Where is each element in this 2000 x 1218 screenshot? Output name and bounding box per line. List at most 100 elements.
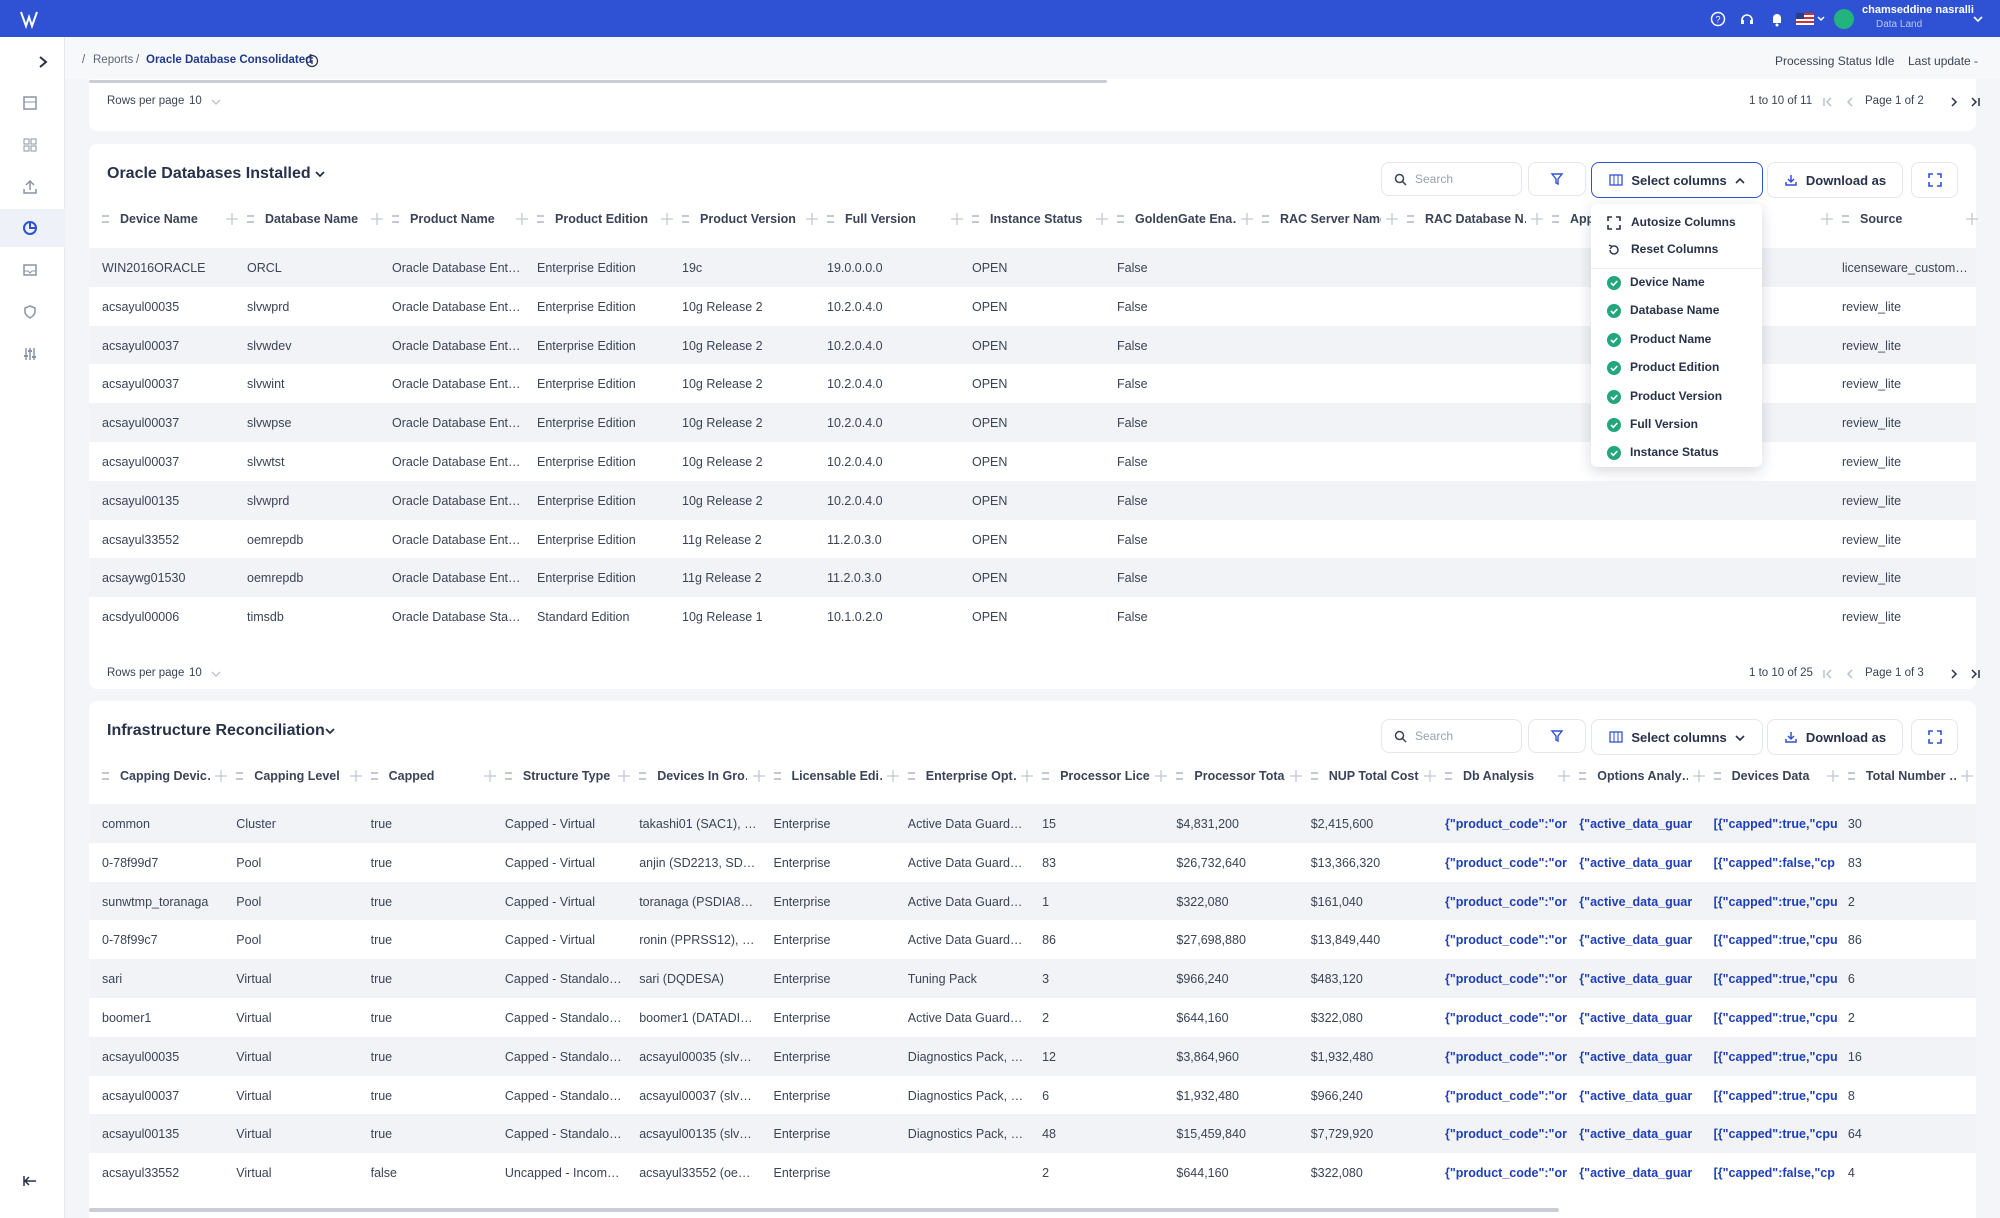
column-resize-handle[interactable] (1820, 212, 1834, 231)
column-checkbox[interactable] (1607, 446, 1621, 465)
column-drag-handle[interactable] (639, 772, 647, 780)
column-drag-handle[interactable] (247, 215, 254, 223)
column-header[interactable]: App (1570, 212, 1595, 226)
table-row[interactable] (89, 959, 1976, 998)
column-header[interactable]: Structure Type (522, 769, 611, 783)
select-columns-button[interactable]: Select columns (1591, 719, 1763, 755)
rows-per-page-dropdown[interactable] (209, 667, 223, 686)
column-resize-handle[interactable] (225, 212, 239, 231)
nav-icon[interactable] (22, 304, 38, 320)
column-resize-handle[interactable] (1240, 212, 1254, 231)
info-icon[interactable] (305, 54, 319, 68)
column-resize-handle[interactable] (1385, 212, 1399, 231)
menu-action[interactable]: Autosize Columns (1631, 215, 1736, 229)
first-page[interactable] (1821, 667, 1835, 686)
column-resize-handle[interactable] (1557, 769, 1571, 788)
column-header[interactable]: Capping Level (254, 769, 340, 783)
column-drag-handle[interactable] (773, 772, 781, 780)
logo[interactable] (18, 8, 40, 30)
column-header[interactable]: RAC Server Name (1280, 212, 1381, 226)
column-resize-handle[interactable] (370, 212, 384, 231)
next-page[interactable] (1947, 95, 1961, 114)
fullscreen-button[interactable] (1911, 719, 1958, 755)
next-page[interactable] (1947, 667, 1961, 686)
column-drag-handle[interactable] (972, 215, 979, 223)
last-page[interactable] (1968, 667, 1982, 686)
column-drag-handle[interactable] (504, 772, 512, 780)
column-header[interactable]: Processor Lice… (1060, 769, 1150, 783)
column-header[interactable]: RAC Database N… (1425, 212, 1526, 226)
table-row[interactable] (89, 597, 1976, 636)
download-button[interactable]: Download as (1767, 162, 1903, 198)
column-drag-handle[interactable] (907, 772, 915, 780)
column-drag-handle[interactable] (1310, 772, 1318, 780)
column-resize-handle[interactable] (1826, 769, 1840, 788)
column-resize-handle[interactable] (617, 769, 631, 788)
column-drag-handle[interactable] (370, 772, 378, 780)
nav-icon[interactable] (22, 179, 38, 195)
breadcrumb-link[interactable]: Reports (93, 54, 134, 66)
column-drag-handle[interactable] (682, 215, 689, 223)
column-drag-handle[interactable] (1552, 215, 1559, 223)
table-row[interactable] (89, 1075, 1976, 1115)
menu-column[interactable]: Product Edition (1630, 360, 1720, 375)
column-checkbox[interactable] (1607, 361, 1621, 380)
last-page[interactable] (1968, 95, 1982, 114)
column-header[interactable]: Options Analy… (1597, 769, 1688, 783)
column-header[interactable]: Database Name (265, 212, 359, 226)
table-row[interactable] (89, 804, 1976, 843)
column-header[interactable]: Capping Devic… (120, 769, 211, 783)
support-icon[interactable] (1739, 11, 1755, 27)
table-row[interactable] (89, 1153, 1976, 1192)
column-resize-handle[interactable] (349, 769, 363, 788)
column-resize-handle[interactable] (1154, 769, 1168, 788)
column-resize-handle[interactable] (805, 212, 819, 231)
column-resize-handle[interactable] (483, 769, 497, 788)
column-header[interactable]: Full Version (845, 212, 916, 226)
column-drag-handle[interactable] (1407, 215, 1414, 223)
user-avatar[interactable] (1834, 9, 1854, 29)
menu-column[interactable]: Database Name (1630, 303, 1720, 318)
column-drag-handle[interactable] (102, 215, 109, 223)
column-drag-handle[interactable] (1176, 772, 1184, 780)
column-drag-handle[interactable] (1579, 772, 1587, 780)
column-resize-handle[interactable] (1692, 769, 1706, 788)
menu-column[interactable]: Full Version (1630, 417, 1699, 431)
column-header[interactable]: Enterprise Opt… (925, 769, 1017, 783)
previous-page[interactable] (1843, 667, 1857, 686)
column-header[interactable]: Db Analysis (1463, 769, 1535, 783)
menu-column[interactable]: Product Version (1630, 388, 1723, 403)
column-resize-handle[interactable] (1960, 769, 1974, 788)
panel-title-dropdown[interactable] (323, 724, 337, 743)
table-row[interactable] (89, 1114, 1976, 1154)
help-icon[interactable]: ? (1710, 11, 1726, 27)
column-resize-handle[interactable] (660, 212, 674, 231)
fullscreen-button[interactable] (1911, 162, 1958, 198)
menu-column[interactable]: Device Name (1630, 275, 1705, 289)
user-menu-chevron[interactable] (1972, 13, 1984, 25)
column-drag-handle[interactable] (1262, 215, 1269, 223)
column-drag-handle[interactable] (827, 215, 834, 223)
expand-sidebar[interactable] (36, 55, 50, 69)
table-row[interactable] (89, 519, 1976, 559)
column-drag-handle[interactable] (1042, 772, 1050, 780)
column-resize-handle[interactable] (1965, 212, 1979, 231)
column-header[interactable]: Product Version (700, 212, 796, 226)
nav-icon[interactable] (22, 95, 38, 111)
column-header[interactable]: Product Name (410, 212, 495, 226)
column-checkbox[interactable] (1607, 276, 1621, 295)
column-header[interactable]: Source (1860, 212, 1903, 226)
table-row[interactable] (89, 842, 1976, 882)
autosize-icon[interactable] (1607, 216, 1621, 235)
column-resize-handle[interactable] (1289, 769, 1303, 788)
notification-icon[interactable] (1769, 11, 1785, 27)
column-header[interactable]: Instance Status (990, 212, 1083, 226)
panel-title-dropdown[interactable] (313, 167, 327, 186)
search-input[interactable]: Search (1381, 719, 1522, 753)
column-drag-handle[interactable] (1713, 772, 1721, 780)
select-columns-button[interactable]: Select columns (1591, 162, 1763, 198)
first-page[interactable] (1821, 95, 1835, 114)
column-resize-handle[interactable] (515, 212, 529, 231)
column-drag-handle[interactable] (537, 215, 544, 223)
column-resize-handle[interactable] (752, 769, 766, 788)
